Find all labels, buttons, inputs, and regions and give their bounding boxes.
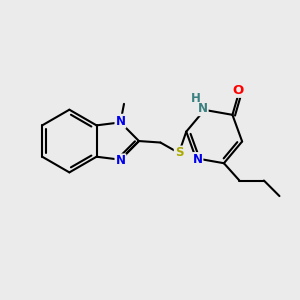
- Text: N: N: [193, 153, 202, 166]
- Text: N: N: [198, 102, 208, 115]
- Text: H: H: [190, 92, 200, 105]
- Text: N: N: [116, 115, 125, 128]
- Text: S: S: [175, 146, 183, 160]
- Text: N: N: [116, 154, 125, 167]
- Text: O: O: [232, 84, 243, 97]
